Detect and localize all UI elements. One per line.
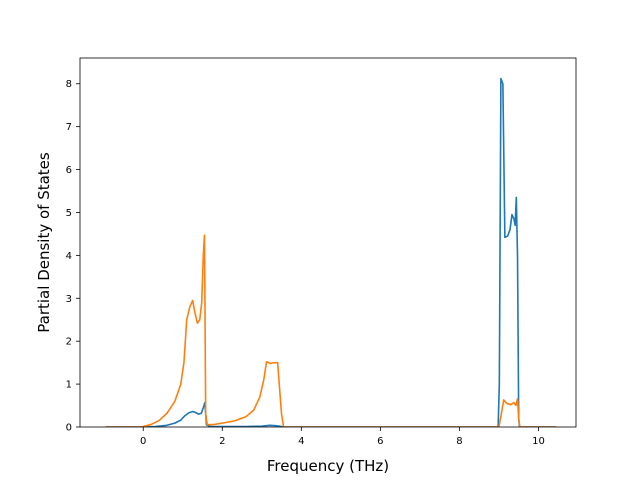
x-tick-label: 4: [298, 436, 304, 447]
x-axis-ticks: 0 2 4 6 8 10: [140, 427, 545, 447]
y-tick-label: 1: [66, 380, 72, 391]
y-tick-label: 5: [66, 208, 72, 219]
x-tick-label: 10: [532, 436, 545, 447]
y-tick-label: 3: [66, 294, 72, 305]
y-axis-ticks: 0 1 2 3 4 5 6 7 8: [66, 79, 80, 434]
x-tick-label: 0: [140, 436, 146, 447]
plot-area: [105, 77, 557, 427]
plot-frame: [79, 57, 577, 428]
series-line-1: [105, 77, 557, 427]
series-line-2: [105, 234, 557, 427]
x-tick-label: 8: [456, 436, 462, 447]
y-tick-label: 7: [66, 122, 72, 133]
x-tick-label: 6: [377, 436, 383, 447]
y-tick-label: 8: [66, 79, 72, 90]
y-tick-label: 2: [66, 337, 72, 348]
y-tick-label: 0: [66, 423, 72, 434]
x-axis-label: Frequency (THz): [267, 457, 389, 475]
x-tick-label: 2: [219, 436, 225, 447]
y-axis-label: Partial Density of States: [35, 152, 53, 333]
y-tick-label: 6: [66, 165, 72, 176]
y-tick-label: 4: [66, 251, 72, 262]
